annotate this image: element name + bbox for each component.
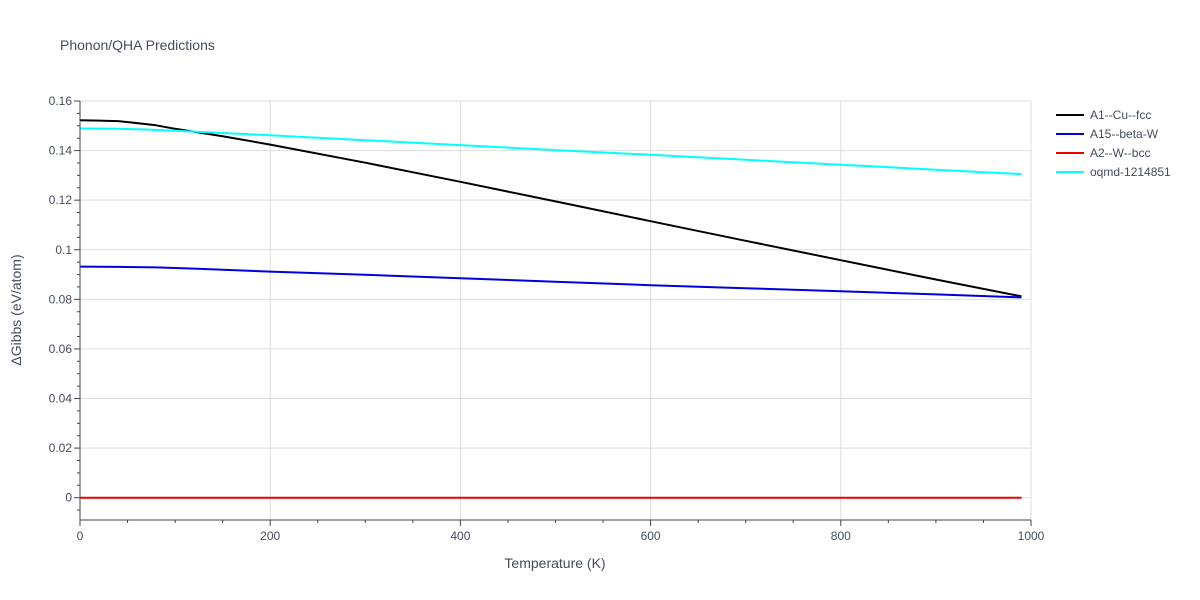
x-axis: 0 200 400 600 800 1000 [77, 519, 1045, 543]
y-axis-title: ΔGibbs (eV/atom) [8, 254, 24, 365]
legend-item[interactable]: A15--beta-W [1056, 127, 1159, 141]
x-axis-title: Temperature (K) [504, 555, 605, 571]
y-axis: 0 0.02 0.04 0.06 0.08 0.1 0.12 0.14 0.16 [49, 94, 81, 520]
y-tick-label: 0.12 [49, 193, 73, 207]
y-tick-label: 0 [65, 491, 72, 505]
y-tick-label: 0.14 [49, 144, 73, 158]
grid-lines [80, 100, 1032, 520]
x-tick-label: 800 [831, 529, 851, 543]
legend-label: A15--beta-W [1090, 127, 1159, 141]
x-tick-label: 1000 [1018, 529, 1045, 543]
legend-item[interactable]: A2--W--bcc [1056, 146, 1150, 160]
legend-label: oqmd-1214851 [1090, 165, 1171, 179]
series-line-a15-beta-w [79, 265, 1022, 299]
x-tick-label: 200 [260, 529, 280, 543]
legend[interactable]: A1--Cu--fcc A15--beta-W A2--W--bcc oqmd-121… [1056, 108, 1171, 179]
x-tick-label: 400 [450, 529, 470, 543]
y-tick-label: 0.1 [55, 243, 72, 257]
legend-item[interactable]: A1--Cu--fcc [1056, 108, 1151, 122]
y-tick-label: 0.16 [49, 94, 73, 108]
legend-item[interactable]: oqmd-1214851 [1056, 165, 1171, 179]
y-tick-label: 0.04 [49, 392, 73, 406]
y-tick-label: 0.06 [49, 342, 73, 356]
chart-title: Phonon/QHA Predictions [60, 37, 215, 53]
x-tick-label: 600 [641, 529, 661, 543]
legend-label: A1--Cu--fcc [1090, 108, 1151, 122]
y-tick-label: 0.02 [49, 441, 73, 455]
plot-series [79, 119, 1022, 499]
y-tick-label: 0.08 [49, 292, 73, 306]
x-tick-label: 0 [77, 529, 84, 543]
series-line-oqmd-1214851 [79, 127, 1022, 176]
legend-label: A2--W--bcc [1090, 146, 1150, 160]
series-line-a1-cu-fcc [79, 119, 1022, 298]
